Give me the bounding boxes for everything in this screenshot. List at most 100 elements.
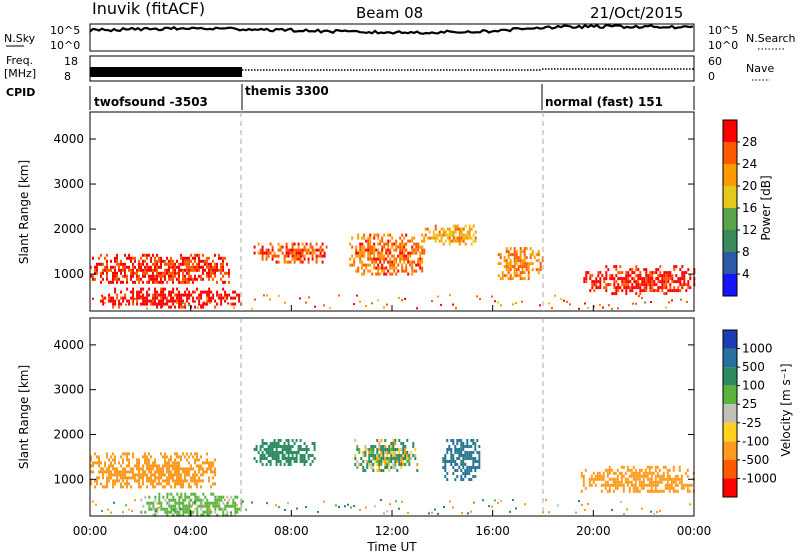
power-cell-5	[525, 247, 528, 251]
power-cell-3	[423, 236, 426, 240]
velocity-cell-2	[303, 460, 306, 463]
velocity-speckle	[125, 504, 127, 507]
power-cell-0	[120, 271, 122, 275]
power-cell-6	[595, 283, 598, 287]
power-cell-0	[142, 274, 144, 278]
velocity-cell-2	[273, 454, 276, 457]
velocity-cell-3	[368, 448, 371, 451]
power-cell-0	[220, 268, 222, 272]
power-cell-3	[397, 254, 400, 258]
power-cell-0	[112, 265, 114, 269]
power-cell-0	[116, 280, 118, 284]
velocity-cell-0	[194, 482, 196, 486]
velocity-cell-1	[208, 504, 211, 508]
power-cell-3	[361, 248, 364, 252]
power-cell-5	[503, 259, 506, 263]
velocity-cell-1	[166, 495, 169, 499]
velocity-cell-4	[478, 451, 481, 454]
velocity-speckle	[389, 503, 391, 506]
velocity-cell-0	[210, 461, 212, 465]
velocity-cell-2	[285, 460, 288, 463]
power-cell-2	[301, 260, 304, 264]
power-cell-3	[405, 266, 408, 270]
power-speckle	[680, 298, 682, 301]
power-cell-0	[148, 265, 150, 269]
velocity-cell-5	[680, 486, 683, 490]
velocity-cell-3	[366, 466, 369, 469]
power-cell-1	[116, 296, 119, 300]
power-cell-2	[297, 245, 300, 249]
velocity-cell-0	[176, 455, 178, 459]
power-cell-3	[383, 272, 386, 276]
velocity-cell-1	[194, 498, 197, 502]
power-cell-0	[114, 277, 116, 281]
power-cell-1	[178, 290, 181, 294]
velocity-cell-0	[112, 464, 114, 468]
power-cell-2	[269, 251, 272, 255]
velocity-cell-0	[194, 470, 196, 474]
power-cell-2	[273, 251, 276, 255]
velocity-cell-5	[666, 486, 669, 490]
velocity-colorbar-segment-8	[723, 478, 737, 497]
velocity-cell-0	[138, 470, 140, 474]
power-cell-1	[188, 293, 191, 297]
power-cell-2	[321, 260, 324, 264]
velocity-cell-5	[666, 480, 669, 484]
power-cell-0	[110, 265, 112, 269]
velocity-cell-1	[174, 510, 177, 514]
velocity-cell-5	[588, 483, 591, 487]
power-cell-0	[192, 268, 194, 272]
velocity-cell-0	[138, 461, 140, 465]
velocity-cell-0	[174, 452, 176, 456]
power-cell-3	[401, 245, 404, 249]
power-cell-4	[436, 233, 439, 237]
velocity-cell-5	[650, 471, 653, 475]
velocity-cell-5	[642, 477, 645, 481]
power-cell-6	[667, 271, 670, 275]
velocity-cell-0	[90, 482, 92, 486]
power-cell-1	[152, 293, 155, 297]
power-cell-1	[190, 293, 193, 297]
power-cell-6	[645, 274, 648, 278]
power-cell-3	[393, 248, 396, 252]
power-cell-6	[599, 280, 602, 284]
power-cell-0	[208, 277, 210, 281]
velocity-cell-0	[166, 470, 168, 474]
power-cell-0	[134, 265, 136, 269]
power-cell-4	[450, 239, 453, 243]
power-cell-2	[257, 242, 260, 246]
velocity-cell-3	[368, 457, 371, 460]
velocity-cell-1	[154, 507, 157, 511]
power-cell-3	[419, 254, 422, 258]
power-cell-3	[369, 245, 372, 249]
velocity-cell-0	[212, 476, 214, 480]
velocity-cell-0	[102, 476, 104, 480]
power-cell-0	[90, 265, 92, 269]
velocity-speckle	[467, 512, 469, 515]
velocity-cell-0	[92, 464, 94, 468]
power-cell-1	[208, 287, 211, 291]
velocity-cell-5	[582, 477, 585, 481]
power-cell-3	[395, 257, 398, 261]
power-cell-2	[285, 242, 288, 246]
power-cell-6	[683, 283, 686, 287]
power-cell-1	[154, 287, 157, 291]
power-cell-6	[679, 283, 682, 287]
power-cell-3	[387, 269, 390, 273]
power-cell-5	[523, 277, 526, 281]
power-cell-1	[132, 299, 135, 303]
power-cell-4	[460, 233, 463, 237]
velocity-cell-0	[118, 461, 120, 465]
power-cell-0	[190, 265, 192, 269]
velocity-cell-3	[370, 466, 373, 469]
velocity-cell-3	[388, 445, 391, 448]
power-cell-3	[421, 269, 424, 273]
power-cell-2	[285, 260, 288, 264]
power-cell-1	[180, 302, 183, 306]
velocity-cell-2	[307, 454, 310, 457]
velocity-cell-0	[90, 479, 92, 483]
velocity-cell-0	[134, 473, 136, 477]
velocity-cell-4	[468, 472, 471, 475]
power-cell-2	[265, 254, 268, 258]
